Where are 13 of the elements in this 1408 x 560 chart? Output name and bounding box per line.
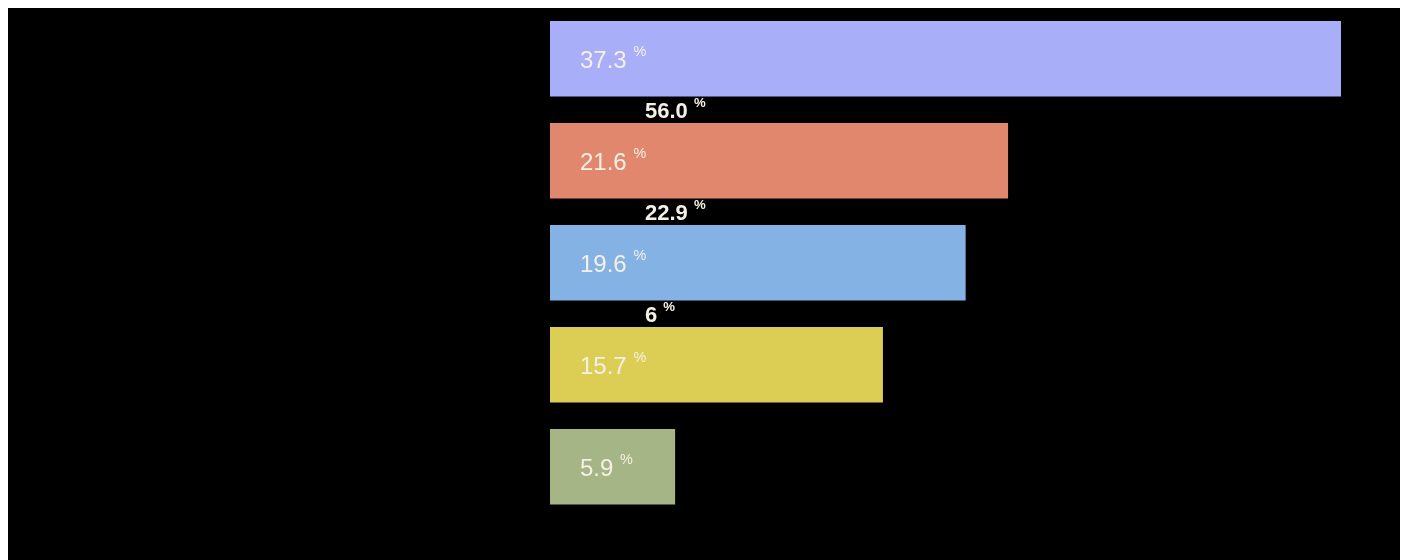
annotation: 22.9 $^{%}$ <box>645 196 706 225</box>
bar <box>550 429 676 505</box>
bar <box>550 123 1009 199</box>
annotation: 56.0 $^{%}$ <box>645 94 706 123</box>
bar <box>550 21 1341 97</box>
data-label: 37.3 $^{%}$ <box>580 42 647 73</box>
bar <box>550 327 883 403</box>
data-label: 21.6 $^{%}$ <box>580 144 647 175</box>
data-label: 19.6 $^{%}$ <box>580 246 647 277</box>
bar <box>550 225 966 301</box>
data-label: 15.7 $^{%}$ <box>580 348 647 379</box>
data-label: 5.9 $^{%}$ <box>580 450 634 481</box>
annotation: 6 $^{%}$ <box>645 298 676 327</box>
